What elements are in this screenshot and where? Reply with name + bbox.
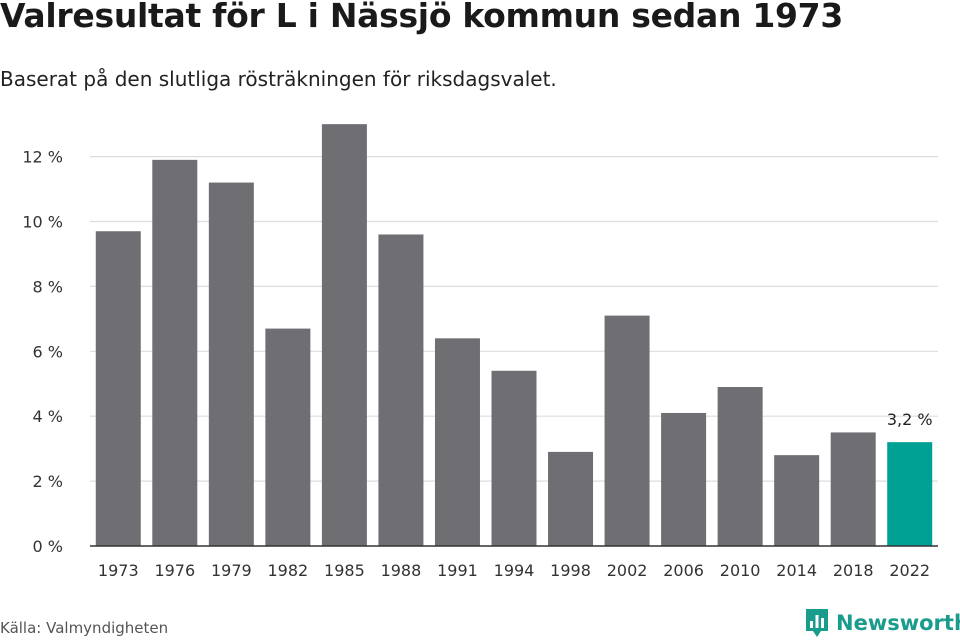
x-tick-label: 1979 xyxy=(211,561,252,580)
y-tick-label: 2 % xyxy=(33,472,63,491)
bar xyxy=(887,442,933,546)
x-tick-label: 1985 xyxy=(324,561,365,580)
x-tick-label: 2018 xyxy=(833,561,874,580)
x-tick-label: 1991 xyxy=(437,561,478,580)
y-tick-label: 10 % xyxy=(22,213,63,232)
brand-name: Newsworthy xyxy=(836,611,960,635)
x-tick-label: 1973 xyxy=(98,561,139,580)
bar xyxy=(661,412,707,546)
y-tick-label: 8 % xyxy=(33,277,63,296)
y-tick-label: 0 % xyxy=(33,537,63,556)
bar-chart: 0 % 2 % 4 % 6 % 8 % 10 % 12 % 1973 1976 1979 1982 1… xyxy=(22,124,938,580)
source-note: Källa: Valmyndigheten xyxy=(0,619,169,637)
bar xyxy=(95,231,141,547)
chart-subtitle: Baserat på den slutliga rösträkningen fö… xyxy=(0,67,557,91)
x-tick-label: 1998 xyxy=(550,561,591,580)
bar xyxy=(774,455,820,546)
bar xyxy=(265,328,311,546)
x-tick-label: 1988 xyxy=(381,561,422,580)
x-tick-label: 2010 xyxy=(720,561,761,580)
y-tick-label: 12 % xyxy=(22,148,63,167)
bar xyxy=(548,451,594,546)
bar xyxy=(434,338,480,546)
bar xyxy=(321,124,367,547)
x-tick-label: 2014 xyxy=(776,561,817,580)
bar xyxy=(830,432,876,546)
y-tick-label: 4 % xyxy=(33,407,63,426)
bar xyxy=(717,386,763,546)
bar xyxy=(378,234,424,547)
bar-chart-speech-bubble-icon xyxy=(806,609,828,637)
bar xyxy=(604,315,650,546)
x-tick-label: 1976 xyxy=(154,561,195,580)
x-tick-label: 1982 xyxy=(268,561,309,580)
bar xyxy=(152,159,198,546)
x-tick-label: 2022 xyxy=(889,561,930,580)
y-tick-label: 6 % xyxy=(33,342,63,361)
bar xyxy=(208,182,254,546)
brand-logo: Newsworthy xyxy=(804,607,960,639)
bar xyxy=(491,370,537,546)
x-tick-label: 2006 xyxy=(663,561,704,580)
x-tick-label: 1994 xyxy=(494,561,535,580)
x-tick-label: 2002 xyxy=(607,561,648,580)
data-label: 3,2 % xyxy=(887,410,933,429)
chart-title: Valresultat för L i Nässjö kommun sedan … xyxy=(0,0,843,35)
